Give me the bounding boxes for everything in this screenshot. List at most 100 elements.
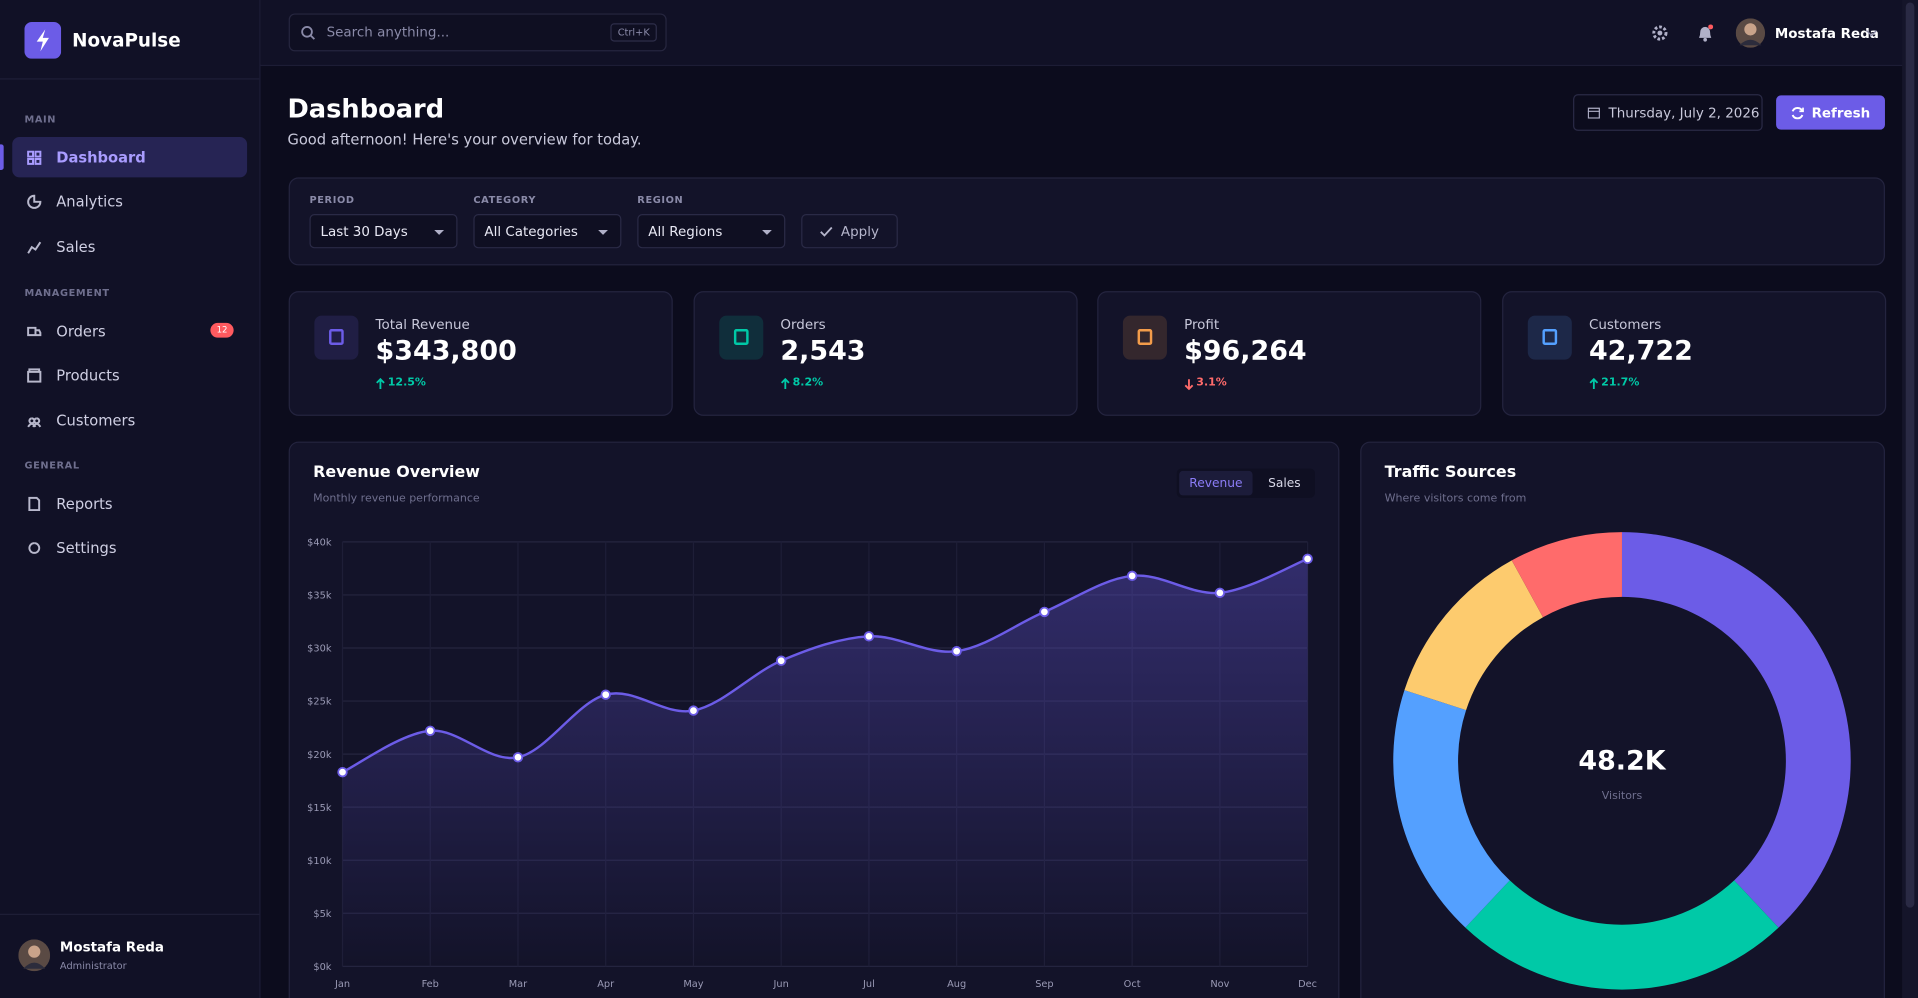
nav-badge: 12 (210, 322, 234, 338)
active-indicator (0, 144, 4, 171)
nav-icon (27, 368, 42, 383)
filter-select[interactable]: All Categories (473, 214, 622, 249)
section-title: MAIN (24, 113, 57, 125)
kpi-icon-glyph (733, 329, 749, 345)
nav-icon (28, 542, 41, 554)
nav-icon-shape (27, 416, 42, 427)
chart-tab[interactable]: Revenue (1189, 476, 1242, 490)
chevron (1866, 30, 1877, 37)
nav-item[interactable]: Customers (12, 400, 247, 440)
nav-item[interactable]: Dashboard (12, 136, 248, 178)
y-tick-label: $40k (307, 538, 332, 549)
center-value: 48.2K (1578, 745, 1666, 776)
filter-label: CATEGORY (473, 194, 537, 206)
calendar-icon (1587, 107, 1600, 119)
nav-item[interactable]: Analytics (12, 182, 247, 222)
x-tick-label: Mar (509, 979, 528, 990)
point (1302, 553, 1313, 565)
chart-title: Traffic Sources (1385, 462, 1517, 481)
kpi-change: 21.7% (1601, 376, 1640, 389)
chart-tab[interactable]: Sales (1268, 476, 1301, 490)
topbar-avatar[interactable] (1735, 18, 1766, 48)
divider (0, 78, 260, 80)
search[interactable]: Search anything... Ctrl+K (288, 13, 667, 52)
nav-label: Dashboard (56, 148, 146, 166)
y-tick-label: $20k (307, 750, 332, 761)
nav-icon (27, 416, 42, 427)
nav-icon (27, 150, 42, 165)
tab-active (1179, 470, 1253, 496)
divider (0, 913, 260, 915)
kpi-card: Customers 42,722 21.7% (1502, 291, 1887, 416)
y-tick-label: $0k (313, 962, 331, 973)
x-tick-label: Nov (1210, 979, 1229, 990)
nav-icon-shape (27, 368, 42, 383)
refresh-icon (1791, 106, 1804, 119)
chart-subtitle: Monthly revenue performance (313, 492, 480, 505)
point (1126, 570, 1138, 582)
apply-button[interactable]: Apply (801, 214, 898, 249)
nav-label: Sales (56, 237, 96, 256)
page-subtitle: Good afternoon! Here's your overview for… (287, 130, 642, 149)
filter-label: REGION (637, 194, 684, 206)
nav-icon-shape (27, 326, 42, 336)
nav-item[interactable]: Reports (12, 483, 247, 523)
donut-slice (1511, 532, 1622, 618)
kpi-card: Orders 2,543 8.2% (693, 291, 1078, 416)
x-tick-label: Dec (1298, 979, 1317, 990)
trend-arrow (780, 377, 790, 389)
point (425, 725, 436, 736)
chart-subtitle: Where visitors come from (1385, 492, 1527, 505)
center-label: Visitors (1602, 789, 1643, 802)
donut-slice (1393, 690, 1510, 928)
user-name: Mostafa Reda (59, 939, 164, 956)
filter-label: PERIOD (309, 194, 355, 206)
nav-icon (27, 194, 42, 209)
refresh-button[interactable]: Refresh (1776, 95, 1885, 130)
refresh-label: Refresh (1811, 104, 1871, 121)
point (337, 766, 348, 778)
kpi-icon (719, 315, 764, 360)
x-tick-label: Jan (334, 979, 350, 990)
nav-icon (27, 241, 42, 254)
point (1039, 606, 1050, 618)
x-tick-label: Feb (422, 979, 439, 990)
x-tick-label: May (683, 979, 703, 990)
nav-item[interactable]: Sales (12, 226, 247, 266)
nav-item[interactable]: Orders 12 (12, 311, 247, 351)
kpi-icon-glyph (1137, 329, 1153, 345)
x-tick-label: Sep (1035, 979, 1053, 990)
kpi-icon-glyph (1542, 329, 1558, 345)
nav-icon-shape (27, 241, 42, 254)
search-icon (301, 25, 316, 40)
point (512, 752, 524, 763)
nav-label: Reports (56, 494, 113, 512)
pie-chart: Traffic Sources Where visitors come from 4… (1385, 462, 1851, 990)
filter-select[interactable]: Last 30 Days (309, 214, 458, 249)
nav-label: Analytics (56, 193, 123, 211)
nav-icon-shape (28, 542, 41, 554)
topbar-user[interactable]: Mostafa Reda (1774, 25, 1879, 42)
settings-button[interactable] (1651, 24, 1668, 41)
area (342, 558, 1308, 967)
kpi-value: $343,800 (375, 336, 517, 367)
nav-label: Products (56, 366, 120, 385)
x-tick-label: Jun (773, 979, 789, 990)
kpi-label: Customers (1588, 316, 1662, 333)
kpi-card: Total Revenue $343,800 12.5% (288, 291, 673, 416)
nav-icon (27, 326, 42, 336)
nav-item[interactable]: Products (12, 355, 247, 395)
trend-arrow-shape (1589, 377, 1599, 389)
brand: NovaPulse (72, 29, 181, 52)
filter-select[interactable]: All Regions (637, 214, 786, 249)
point (863, 631, 875, 642)
date-display: Thursday, July 2, 2026 (1573, 94, 1763, 131)
x-tick-label: Oct (1124, 979, 1141, 990)
nav-item[interactable]: Settings (12, 528, 247, 568)
nav-icon-shape (27, 150, 42, 165)
nav-icon-shape (27, 194, 42, 209)
y-tick-label: $30k (307, 644, 332, 655)
user-role: Administrator (59, 960, 127, 972)
kpi-value: 2,543 (780, 336, 866, 367)
notification-button[interactable] (1695, 23, 1715, 43)
